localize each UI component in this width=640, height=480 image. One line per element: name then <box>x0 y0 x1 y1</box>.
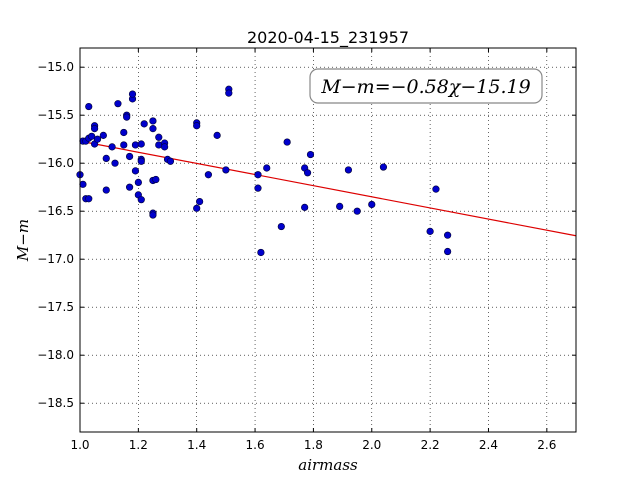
plot-area <box>80 48 576 432</box>
data-point <box>213 131 221 139</box>
data-point <box>155 133 163 141</box>
data-point <box>88 132 96 140</box>
y-tick-label: −15.0 <box>37 60 74 74</box>
x-tick-label: 1.4 <box>187 438 206 452</box>
y-tick-label: −17.5 <box>37 300 74 314</box>
x-tick-label: 2.6 <box>537 438 556 452</box>
data-point <box>222 166 230 174</box>
data-point <box>225 89 233 97</box>
x-tick-label: 1.0 <box>70 438 89 452</box>
data-point <box>90 125 99 133</box>
data-point <box>204 171 212 179</box>
x-tick-label: 2.4 <box>479 438 498 452</box>
data-point <box>193 122 201 130</box>
data-point <box>126 152 134 161</box>
data-point <box>283 138 291 146</box>
y-tick-label: −15.5 <box>37 108 74 122</box>
data-point <box>161 143 169 151</box>
data-point <box>128 90 137 98</box>
chart-title: 2020-04-15_231957 <box>247 28 409 48</box>
y-tick-label: −16.0 <box>37 156 74 170</box>
data-point <box>344 166 353 174</box>
data-point <box>85 195 93 203</box>
data-point <box>444 231 452 239</box>
y-tick-label: −16.5 <box>37 204 74 218</box>
fit-annotation-box <box>309 68 543 104</box>
data-point <box>108 143 116 151</box>
x-axis-label: airmass <box>298 456 358 474</box>
y-axis-label: M−m <box>14 219 32 262</box>
data-point <box>140 120 148 128</box>
data-point <box>301 203 309 211</box>
data-point <box>196 198 204 206</box>
points-layer <box>76 85 452 257</box>
data-point <box>85 102 93 111</box>
data-point <box>432 185 440 193</box>
plot-frame <box>79 47 577 433</box>
data-point <box>254 184 262 192</box>
fit-line <box>79 140 577 237</box>
data-point <box>149 125 157 133</box>
y-tick-label: −18.5 <box>37 396 74 410</box>
data-point <box>126 183 134 191</box>
fit-annotation-text: M−m=−0.58χ−15.19 <box>320 76 530 98</box>
data-point <box>102 186 110 194</box>
grid <box>80 48 576 432</box>
y-tick-label: −18.0 <box>37 348 74 362</box>
data-point <box>131 141 140 149</box>
data-point <box>368 200 376 209</box>
data-point <box>149 211 157 219</box>
data-point <box>444 247 452 256</box>
data-point <box>120 141 128 149</box>
data-point <box>353 207 361 215</box>
y-tick-label: −17.0 <box>37 252 74 266</box>
x-tick-label: 1.2 <box>129 438 148 452</box>
data-point <box>93 135 102 143</box>
data-point <box>114 100 122 108</box>
data-point <box>149 117 157 125</box>
x-tick-label: 2.0 <box>362 438 381 452</box>
data-point <box>254 171 262 179</box>
x-tick-label: 1.8 <box>304 438 323 452</box>
data-point <box>120 128 128 137</box>
fit-layer <box>79 140 577 237</box>
data-point <box>137 196 145 204</box>
data-point <box>137 140 145 148</box>
ticks: 1.0 1.2 1.4 1.6 1.8 2.0 2.2 2.4 2.6 −15.0 −15.5 −16… <box>37 48 576 452</box>
data-point <box>257 248 265 257</box>
data-point <box>134 178 142 186</box>
data-point <box>137 157 145 165</box>
data-point <box>336 202 344 210</box>
data-point <box>79 180 87 188</box>
fit-annotation: M−m=−0.58χ−15.19 <box>309 68 543 104</box>
data-point <box>379 163 388 171</box>
x-tick-label: 2.2 <box>421 438 440 452</box>
data-point <box>131 167 140 175</box>
data-point <box>193 204 201 212</box>
data-point <box>263 164 271 172</box>
data-point <box>152 175 160 184</box>
data-point <box>123 113 131 121</box>
data-point <box>306 150 315 159</box>
data-point <box>303 169 312 177</box>
x-tick-label: 1.6 <box>246 438 265 452</box>
data-point <box>166 157 175 165</box>
data-point <box>426 227 434 235</box>
data-point <box>111 159 119 167</box>
data-point <box>99 131 107 139</box>
data-point <box>102 154 110 162</box>
data-point <box>277 222 285 231</box>
